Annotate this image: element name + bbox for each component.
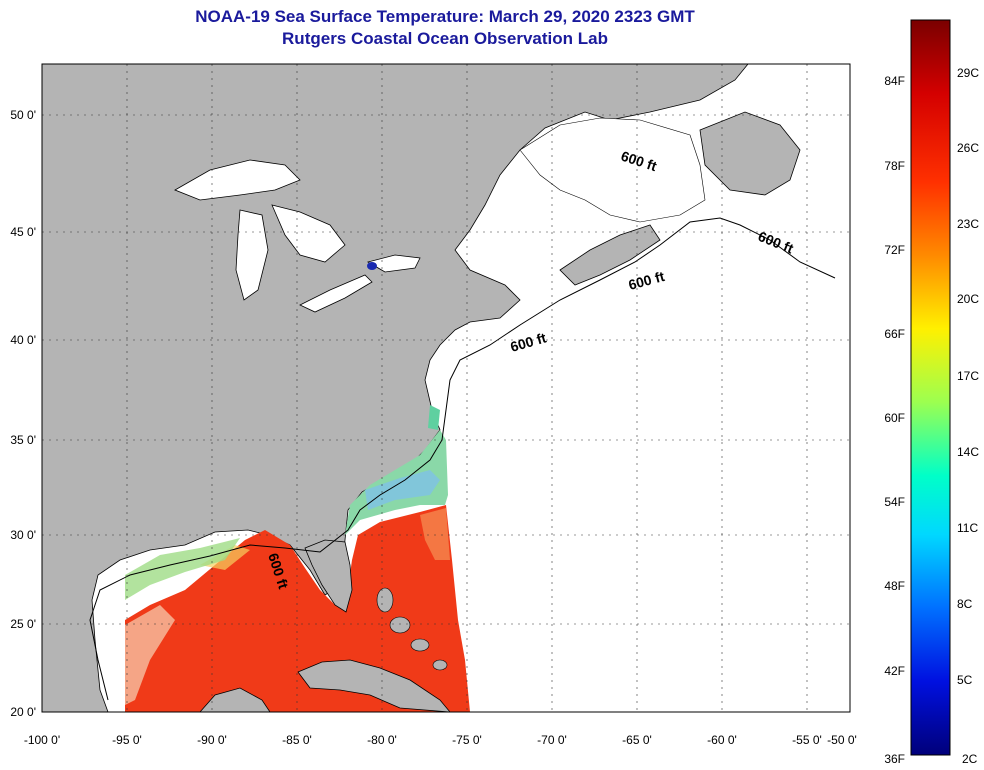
lon-tick: -90 0' — [197, 733, 227, 747]
sst-gulf-of-mexico — [125, 505, 470, 712]
lon-tick: -70 0' — [537, 733, 567, 747]
lon-tick: -75 0' — [452, 733, 482, 747]
lon-tick: -85 0' — [282, 733, 312, 747]
lon-tick: -95 0' — [112, 733, 142, 747]
lat-tick: 25 0' — [10, 617, 36, 631]
cuba-land — [297, 659, 451, 713]
map-title: NOAA-19 Sea Surface Temperature: March 2… — [195, 7, 695, 26]
lat-tick: 20 0' — [10, 705, 36, 719]
florida-land — [304, 539, 353, 613]
lon-tick: -100 0' — [24, 733, 60, 747]
latitude-labels: 20 0' 25 0' 30 0' 35 0' 40 0' 45 0' 50 0… — [10, 108, 36, 719]
lat-tick: 40 0' — [10, 333, 36, 347]
newfoundland-land — [699, 111, 801, 196]
lon-tick: -60 0' — [707, 733, 737, 747]
lon-tick: -80 0' — [367, 733, 397, 747]
sst-shelf-green — [125, 538, 240, 600]
lat-tick: 35 0' — [10, 433, 36, 447]
sst-atlantic-shelf-blue — [365, 470, 440, 510]
map-frame — [41, 63, 851, 713]
lon-tick: -50 0' — [827, 733, 857, 747]
lake-michigan — [235, 209, 269, 301]
longitude-labels: -100 0' -95 0' -90 0' -85 0' -80 0' -75 … — [24, 733, 857, 747]
lake-ontario — [366, 254, 421, 273]
lat-tick: 30 0' — [10, 528, 36, 542]
nova-scotia-land — [559, 224, 661, 286]
sst-cape-hatteras — [428, 405, 440, 430]
lon-tick: -55 0' — [792, 733, 822, 747]
lon-tick: -65 0' — [622, 733, 652, 747]
lake-huron — [271, 204, 346, 263]
sst-gulf-cloud-patch — [125, 605, 175, 705]
lake-superior — [174, 159, 301, 201]
graticule — [42, 64, 850, 712]
lake-erie — [299, 274, 373, 313]
bahamas-islands — [376, 587, 448, 671]
sst-east-fringe — [420, 508, 450, 560]
lake-ontario-cold-spot — [367, 262, 377, 270]
st-lawrence-shelf — [519, 117, 706, 223]
lat-tick: 45 0' — [10, 225, 36, 239]
map-subtitle: Rutgers Coastal Ocean Observation Lab — [282, 29, 608, 48]
lat-tick: 50 0' — [10, 108, 36, 122]
